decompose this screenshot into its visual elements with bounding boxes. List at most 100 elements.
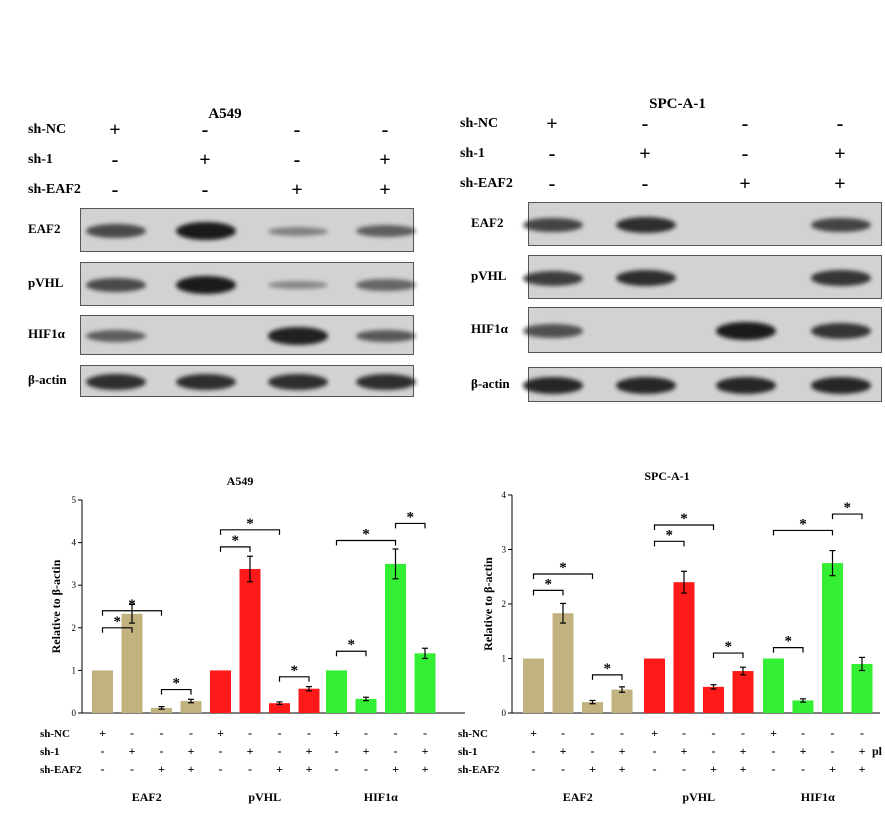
y-tick-label: 3 [502,545,507,555]
western-blot-title: SPC-A-1 [649,96,706,112]
condition-sign: - [248,726,252,740]
condition-sign: + [710,762,717,776]
bar [763,658,784,713]
condition-label: sh-EAF2 [460,176,513,191]
condition-sign: + [859,744,866,758]
condition-sign: - [836,113,844,135]
condition-sign: - [394,726,398,740]
condition-sign: + [306,762,313,776]
bar [385,563,406,713]
condition-sign: + [589,762,596,776]
blot-strip [80,315,416,355]
condition-sign: + [560,744,567,758]
significance-star: * [173,676,181,692]
protein-band [523,324,583,338]
condition-sign: - [860,726,864,740]
protein-band [811,217,871,233]
significance-bracket [278,676,310,682]
significance-star: * [725,639,733,655]
condition-sign: + [639,143,651,165]
condition-sign: + [158,762,165,776]
condition-sign: + [619,744,626,758]
condition-sign: + [829,762,836,776]
condition-sign: + [651,726,658,740]
condition-sign: + [276,762,283,776]
condition-sign: - [741,726,745,740]
bar [180,701,202,713]
condition-sign: + [129,744,136,758]
significance-bracket [772,529,834,536]
protein-band [616,216,676,234]
condition-sign: + [306,744,313,758]
protein-band [523,270,583,286]
condition-sign: + [739,173,751,195]
condition-sign: - [335,762,339,776]
condition-sign: - [130,726,134,740]
condition-sign: + [363,744,370,758]
condition-sign: - [548,143,556,165]
protein-label: EAF2 [471,215,504,230]
bar [644,658,665,713]
condition-sign: - [591,726,595,740]
condition-label: sh-NC [28,122,67,137]
protein-band [716,377,776,394]
condition-sign: + [188,762,195,776]
y-tick-label: 3 [72,580,77,590]
protein-band [356,225,416,237]
protein-band [86,278,146,292]
condition-sign: + [217,726,224,740]
condition-sign: - [293,149,301,171]
group-label: pVHL [682,790,715,804]
protein-band [616,269,676,287]
protein-label: HIF1α [471,321,508,336]
condition-sign: - [620,726,624,740]
blot-strip [80,365,416,397]
condition-sign: - [741,113,749,135]
condition-label: sh-EAF2 [458,764,500,776]
condition-sign: + [379,149,391,171]
protein-band [268,327,328,345]
significance-bracket [772,647,804,653]
condition-sign: + [770,726,777,740]
condition-sign: - [160,744,164,758]
condition-sign: - [548,173,556,195]
bar [355,698,377,713]
condition-sign: - [219,744,223,758]
condition-sign: + [681,744,688,758]
condition-sign: - [111,179,119,201]
bar [523,658,544,713]
significance-bracket [101,627,133,633]
group-label: HIF1α [801,790,835,804]
condition-sign: + [800,744,807,758]
condition-sign: - [219,762,223,776]
significance-bracket [219,529,281,535]
bar [792,700,814,713]
condition-sign: - [278,726,282,740]
condition-sign: + [379,179,391,201]
y-tick-label: 5 [72,495,77,505]
protein-band [811,377,871,394]
condition-sign: - [801,762,805,776]
condition-sign: + [422,762,429,776]
significance-star: * [680,511,688,527]
bar [151,707,172,713]
y-tick-label: 2 [502,599,507,609]
blot-strip [523,255,882,299]
bar [121,613,143,713]
bar [239,569,261,713]
condition-sign: - [641,173,649,195]
y-tick-label: 4 [502,490,507,500]
y-tick-label: 0 [72,708,77,718]
condition-sign: - [801,726,805,740]
condition-sign: - [381,119,389,141]
condition-sign: - [772,744,776,758]
condition-sign: - [712,744,716,758]
condition-sign: - [394,744,398,758]
condition-sign: - [101,744,105,758]
bar [611,689,633,713]
blot-strip [523,367,882,402]
protein-band [811,270,871,286]
condition-label: sh-1 [458,746,478,758]
significance-bracket [532,573,594,580]
protein-label: pVHL [28,275,64,290]
